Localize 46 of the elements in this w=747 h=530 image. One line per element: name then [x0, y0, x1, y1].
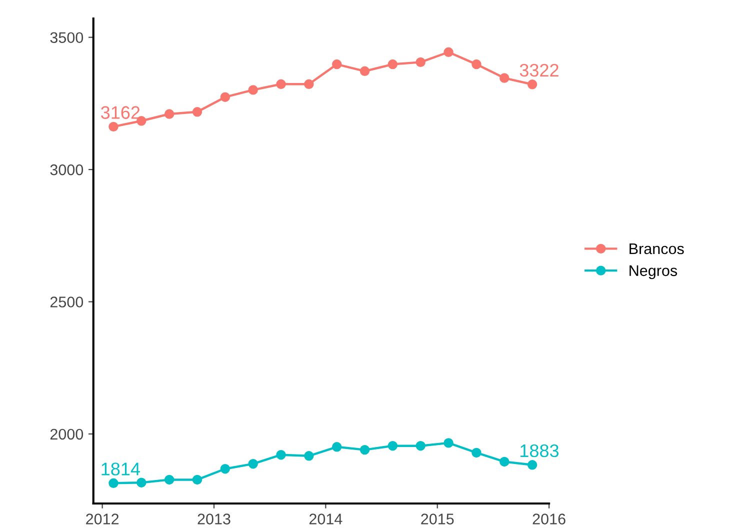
- point: [527, 80, 538, 90]
- point: [276, 79, 286, 89]
- point: [332, 442, 342, 452]
- point: [472, 448, 482, 458]
- point: [192, 474, 202, 485]
- point: [248, 85, 258, 95]
- y-tick-label: 3000: [50, 164, 84, 176]
- point: [500, 456, 510, 467]
- point: [416, 440, 426, 451]
- x-tick-label: 2013: [198, 514, 230, 524]
- data-label: 1814: [102, 462, 140, 476]
- y-tick-label: 3500: [50, 32, 84, 44]
- point: [108, 122, 118, 132]
- point: [527, 460, 538, 470]
- point: [220, 92, 230, 102]
- point: [108, 478, 118, 488]
- x-tick-label: 2014: [309, 514, 342, 524]
- point: [304, 451, 314, 461]
- point: [164, 109, 174, 119]
- point: [360, 66, 370, 76]
- point: [472, 59, 482, 70]
- point: [360, 444, 370, 455]
- point: [416, 57, 426, 68]
- point: [500, 73, 510, 83]
- x-tick-label: 2012: [86, 514, 119, 524]
- point: [276, 450, 286, 460]
- point: [444, 438, 454, 448]
- y-tick-label: 2000: [50, 428, 84, 440]
- data-label: 3162: [101, 106, 140, 119]
- x-tick-label: 2016: [532, 514, 566, 524]
- point: [164, 474, 174, 485]
- point: [192, 107, 202, 117]
- x-tick-label: 2015: [421, 514, 454, 524]
- point: [136, 478, 146, 488]
- legend-label: Brancos: [630, 244, 684, 254]
- data-label: 3322: [520, 64, 558, 77]
- legend-label: Negros: [630, 265, 678, 280]
- point: [444, 47, 454, 57]
- point: [248, 458, 258, 469]
- point: [332, 59, 342, 70]
- point: [220, 464, 230, 474]
- point: [388, 440, 398, 451]
- point: [304, 79, 314, 89]
- y-tick-label: 2500: [50, 296, 84, 308]
- data-label: 1883: [520, 444, 559, 458]
- point: [388, 59, 398, 70]
